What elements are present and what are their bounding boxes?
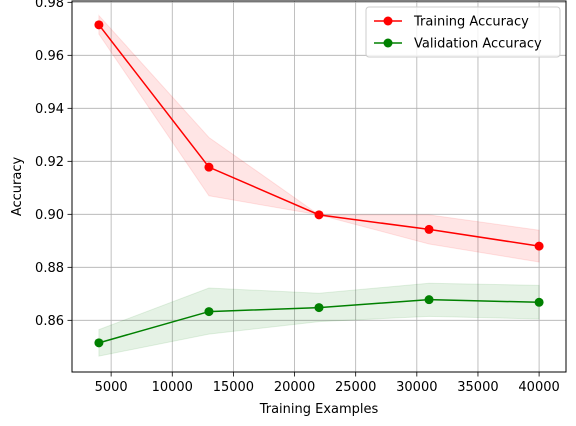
x-tick-label: 5000 <box>95 380 128 395</box>
legend-entry-validation-accuracy: Validation Accuracy <box>374 37 542 52</box>
point-validation-accuracy <box>204 307 214 317</box>
point-validation-accuracy <box>424 295 434 305</box>
x-tick-label: 15000 <box>213 380 254 395</box>
y-tick-label: 0.86 <box>35 314 64 329</box>
series-markers <box>94 20 544 348</box>
legend-marker-training-accuracy <box>383 16 393 26</box>
y-tick-label: 0.88 <box>35 261 64 276</box>
point-training-accuracy <box>204 162 214 172</box>
x-tick-label: 25000 <box>335 380 376 395</box>
y-tick-label: 0.98 <box>35 0 64 11</box>
x-tick-label: 40000 <box>518 380 559 395</box>
x-tick-label: 35000 <box>457 380 498 395</box>
point-training-accuracy <box>94 20 104 30</box>
legend-box <box>365 6 561 58</box>
plot-area-frame <box>71 0 567 373</box>
point-validation-accuracy <box>314 303 324 313</box>
axis-ticks: 5000 10000 15000 20000 25000 30000 35000 40000 0… <box>35 0 560 395</box>
y-axis-label: Accuracy <box>10 157 25 217</box>
x-tick-label: 10000 <box>152 380 193 395</box>
y-tick-label: 0.92 <box>35 155 64 170</box>
x-tick-label: 30000 <box>396 380 437 395</box>
legend: Training Accuracy Validation Accuracy <box>365 6 561 58</box>
point-training-accuracy <box>534 241 544 251</box>
legend-entry-training-accuracy: Training Accuracy <box>374 15 529 30</box>
point-validation-accuracy <box>534 297 544 307</box>
y-tick-label: 0.90 <box>35 208 64 223</box>
legend-marker-validation-accuracy <box>383 38 393 48</box>
legend-label-training-accuracy: Training Accuracy <box>413 15 529 30</box>
legend-label-validation-accuracy: Validation Accuracy <box>414 37 542 52</box>
point-training-accuracy <box>424 224 434 234</box>
point-validation-accuracy <box>94 338 104 348</box>
x-axis-label: Training Examples <box>259 402 379 417</box>
y-tick-label: 0.94 <box>35 102 64 117</box>
point-training-accuracy <box>314 210 324 220</box>
y-tick-label: 0.96 <box>35 49 64 64</box>
x-tick-label: 20000 <box>274 380 315 395</box>
